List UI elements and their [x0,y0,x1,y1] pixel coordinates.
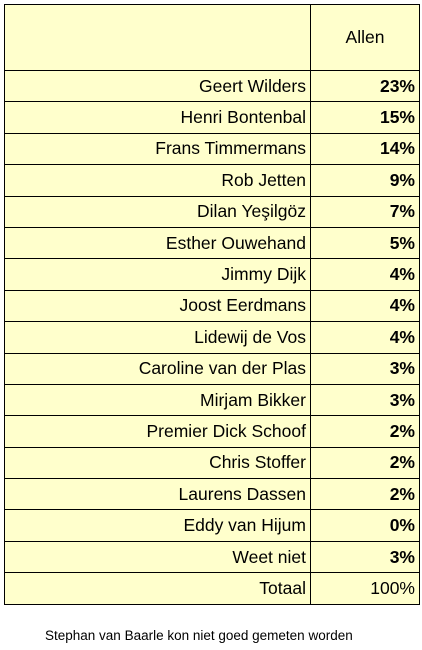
candidate-name: Joost Eerdmans [4,289,311,323]
candidate-name: Laurens Dassen [4,478,311,511]
candidate-name: Eddy van Hijum [4,509,311,542]
candidate-name: Rob Jetten [4,164,311,197]
candidate-name: Mirjam Bikker [4,383,311,417]
candidate-percentage: 9% [310,164,420,197]
candidate-percentage: 3% [310,352,420,385]
candidate-percentage: 23% [310,69,420,103]
total-value: 100% [310,572,420,605]
table-row: Frans Timmermans 14% [4,132,420,166]
table-row: Rob Jetten 9% [4,164,420,197]
footnote: Stephan van Baarle kon niet goed gemeten… [45,628,353,643]
candidate-percentage: 15% [310,101,420,134]
candidate-percentage: 5% [310,226,420,260]
table-row: Mirjam Bikker 3% [4,383,420,417]
table-row: Geert Wilders 23% [4,69,420,103]
candidate-name: Geert Wilders [4,69,311,103]
candidate-percentage: 4% [310,321,420,354]
candidate-name: Lidewij de Vos [4,321,311,354]
column-header-allen: Allen [310,4,420,71]
candidate-name: Frans Timmermans [4,132,311,166]
candidate-percentage: 2% [310,415,420,448]
total-row: Totaal 100% [4,572,420,605]
table-row: Weet niet 3% [4,540,420,574]
header-empty-cell [4,4,311,71]
table-row: Premier Dick Schoof 2% [4,415,420,448]
candidate-name: Premier Dick Schoof [4,415,311,448]
candidate-name: Esther Ouwehand [4,226,311,260]
candidate-name: Dilan Yeşilgöz [4,195,311,228]
candidate-percentage: 2% [310,446,420,480]
table-row: Esther Ouwehand 5% [4,226,420,260]
poll-table: Allen Geert Wilders 23% Henri Bontenbal 15%… [4,4,420,605]
candidate-percentage: 14% [310,132,420,166]
candidate-name: Caroline van der Plas [4,352,311,385]
table-row: Henri Bontenbal 15% [4,101,420,134]
candidate-percentage: 2% [310,478,420,511]
total-label: Totaal [4,572,311,605]
candidate-percentage: 3% [310,383,420,417]
table-row: Chris Stoffer 2% [4,446,420,480]
candidate-percentage: 3% [310,540,420,574]
candidate-name: Jimmy Dijk [4,258,311,291]
table-row: Dilan Yeşilgöz 7% [4,195,420,228]
candidate-percentage: 4% [310,289,420,323]
candidate-name: Weet niet [4,540,311,574]
candidate-name: Henri Bontenbal [4,101,311,134]
table-row: Laurens Dassen 2% [4,478,420,511]
table-row: Jimmy Dijk 4% [4,258,420,291]
candidate-percentage: 4% [310,258,420,291]
candidate-name: Chris Stoffer [4,446,311,480]
candidate-percentage: 0% [310,509,420,542]
header-row: Allen [4,4,420,71]
table-row: Caroline van der Plas 3% [4,352,420,385]
table-row: Lidewij de Vos 4% [4,321,420,354]
table-row: Eddy van Hijum 0% [4,509,420,542]
table-row: Joost Eerdmans 4% [4,289,420,323]
candidate-percentage: 7% [310,195,420,228]
